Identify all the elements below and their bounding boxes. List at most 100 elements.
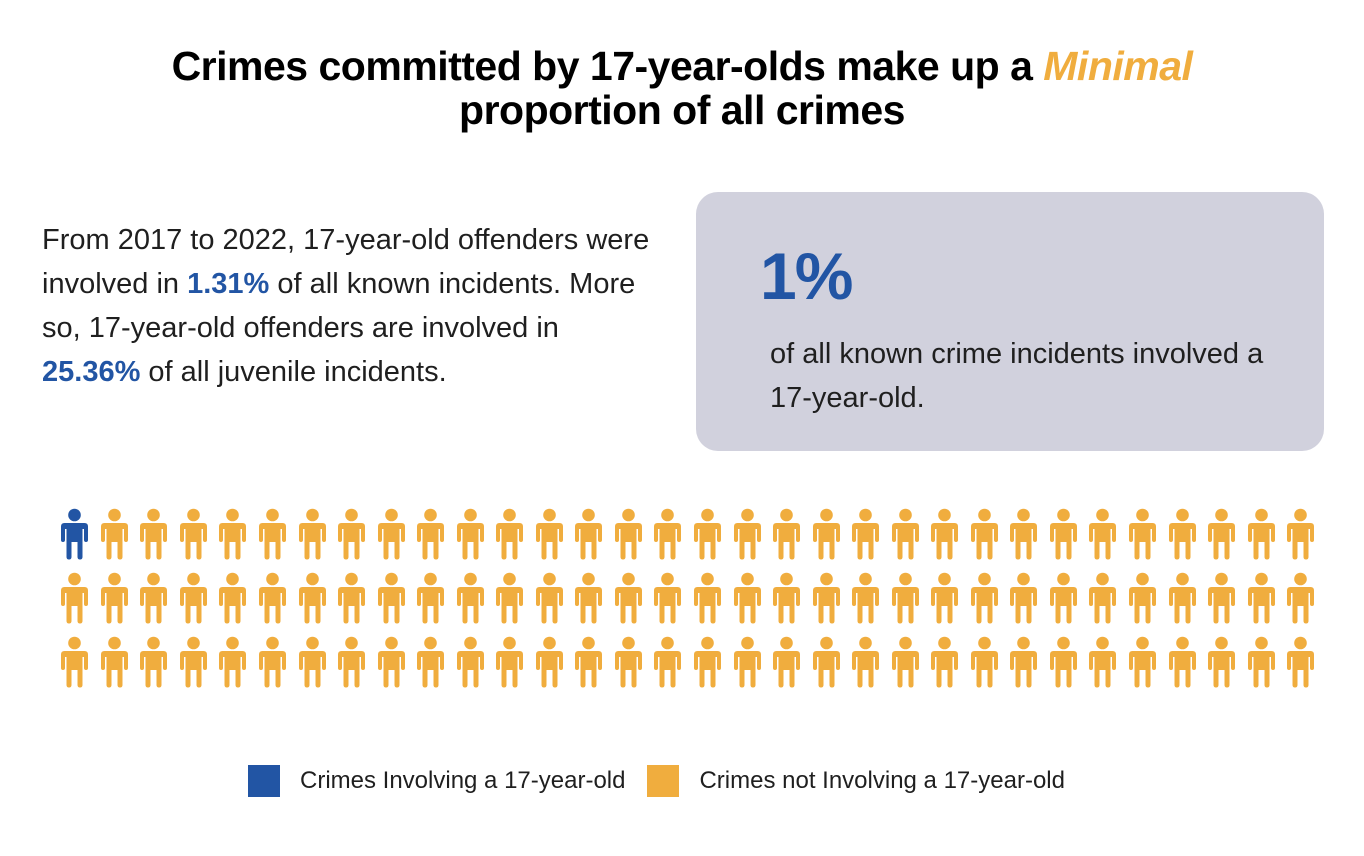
person-icon-not-involving [530,572,570,624]
person-icon-not-involving [846,508,886,560]
person-icon-not-involving [1162,636,1202,688]
person-icon-not-involving [1123,572,1163,624]
person-icon-not-involving [411,636,451,688]
person-icon-not-involving [490,636,530,688]
person-icon-not-involving [95,572,135,624]
person-icon-not-involving [1241,572,1281,624]
legend-item-involving: Crimes Involving a 17-year-old [248,765,647,797]
person-icon-not-involving [450,572,490,624]
person-icon-not-involving [134,508,174,560]
person-icon-not-involving [925,572,965,624]
pictogram-row [55,572,1315,636]
person-icon-not-involving [885,508,925,560]
person-icon-not-involving [609,508,649,560]
person-icon-not-involving [569,508,609,560]
person-icon-not-involving [925,508,965,560]
title-line-1: Crimes committed by 17-year-olds make up… [171,43,1193,89]
person-icon-not-involving [213,572,253,624]
person-icon-not-involving [332,508,372,560]
person-icon-not-involving [1123,508,1163,560]
person-icon-not-involving [688,508,728,560]
pictogram-grid [55,508,1315,700]
person-icon-not-involving [885,572,925,624]
person-icon-not-involving [1123,636,1163,688]
person-icon-not-involving [1083,572,1123,624]
person-icon-not-involving [174,508,214,560]
person-icon-not-involving [1202,572,1242,624]
person-icon-not-involving [411,508,451,560]
person-icon-not-involving [174,636,214,688]
stat-callout-value: 1% [760,239,853,313]
person-icon-not-involving [1202,508,1242,560]
person-icon-not-involving [1281,636,1321,688]
person-icon-not-involving [371,572,411,624]
person-icon-not-involving [213,508,253,560]
person-icon-not-involving [767,636,807,688]
person-icon-not-involving [767,572,807,624]
person-icon-not-involving [648,508,688,560]
person-icon-not-involving [806,572,846,624]
person-icon-not-involving [727,572,767,624]
person-icon-not-involving [95,508,135,560]
person-icon-not-involving [371,636,411,688]
person-icon-not-involving [332,636,372,688]
person-icon-not-involving [609,636,649,688]
stat-callout-box: 1% of all known crime incidents involved… [696,192,1324,451]
person-icon-not-involving [569,572,609,624]
person-icon-not-involving [1162,508,1202,560]
person-icon-not-involving [530,636,570,688]
legend-label-not-involving: Crimes not Involving a 17-year-old [699,767,1065,794]
legend-label-involving: Crimes Involving a 17-year-old [300,767,626,794]
person-icon-not-involving [885,636,925,688]
person-icon-not-involving [55,572,95,624]
person-icon-not-involving [292,572,332,624]
person-icon-not-involving [965,508,1005,560]
person-icon-not-involving [490,572,530,624]
pictogram-row [55,508,1315,572]
person-icon-not-involving [1004,636,1044,688]
person-icon-not-involving [95,636,135,688]
stat-all-incidents: 1.31% [187,268,270,300]
person-icon-not-involving [450,508,490,560]
legend-swatch-not-involving [647,765,680,797]
person-icon-not-involving [1004,572,1044,624]
person-icon-not-involving [1083,508,1123,560]
person-icon-not-involving [1044,508,1084,560]
person-icon-not-involving [1202,636,1242,688]
person-icon-not-involving [767,508,807,560]
person-icon-not-involving [648,636,688,688]
stat-juvenile-incidents: 25.36% [42,356,141,388]
person-icon-not-involving [490,508,530,560]
person-icon-not-involving [292,636,332,688]
person-icon-not-involving [1044,572,1084,624]
person-icon-not-involving [1162,572,1202,624]
legend: Crimes Involving a 17-year-old Crimes no… [248,765,1087,797]
legend-swatch-involving [248,765,280,797]
pictogram-row [55,636,1315,700]
person-icon-not-involving [1281,572,1321,624]
person-icon-not-involving [253,636,293,688]
person-icon-not-involving [292,508,332,560]
person-icon-not-involving [1281,508,1321,560]
title-highlight: Minimal [1043,43,1193,89]
person-icon-not-involving [134,636,174,688]
person-icon-not-involving [1044,636,1084,688]
person-icon-not-involving [727,636,767,688]
stat-callout-description: of all known crime incidents involved a … [770,338,1264,414]
chart-title: Crimes committed by 17-year-olds make up… [0,44,1364,132]
person-icon-not-involving [55,636,95,688]
person-icon-not-involving [450,636,490,688]
person-icon-not-involving [1004,508,1044,560]
person-icon-not-involving [569,636,609,688]
person-icon-not-involving [846,636,886,688]
person-icon-not-involving [688,572,728,624]
title-line-2: proportion of all crimes [459,87,905,133]
person-icon-not-involving [727,508,767,560]
person-icon-not-involving [609,572,649,624]
person-icon-not-involving [174,572,214,624]
person-icon-not-involving [648,572,688,624]
person-icon-not-involving [530,508,570,560]
person-icon-not-involving [1241,508,1281,560]
legend-item-not-involving: Crimes not Involving a 17-year-old [647,765,1087,797]
person-icon-not-involving [688,636,728,688]
